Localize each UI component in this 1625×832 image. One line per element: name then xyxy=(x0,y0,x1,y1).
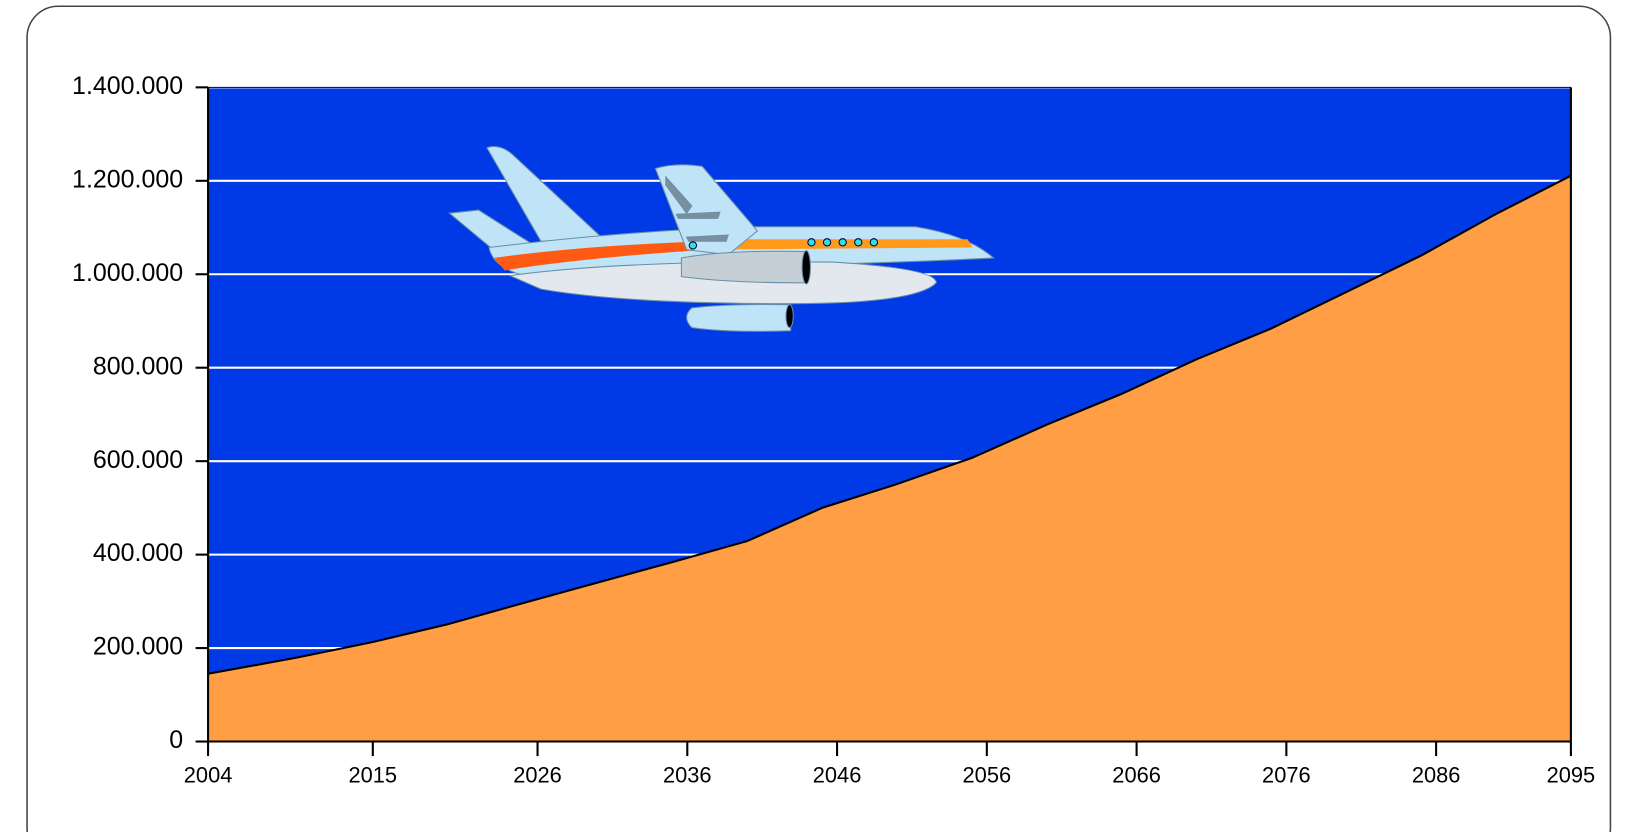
x-tick-label: 2095 xyxy=(1547,763,1596,788)
x-tick-label: 2026 xyxy=(513,763,562,788)
airplane xyxy=(448,145,995,332)
y-tick-label: 1.000.000 xyxy=(72,259,183,287)
area xyxy=(208,175,1571,742)
y-tick-label: 0 xyxy=(169,726,183,754)
x-tick-label: 2066 xyxy=(1112,763,1161,788)
x-tick-label: 2086 xyxy=(1412,763,1461,788)
x-tick-label: 2004 xyxy=(184,763,233,788)
y-tick-label: 1.200.000 xyxy=(72,165,183,193)
x-tick-label: 2046 xyxy=(813,763,862,788)
x-tick-label: 2036 xyxy=(663,763,712,788)
y-tick-label: 1.400.000 xyxy=(72,72,183,100)
plot: 0 200.000 400.000 600.000 800.000 1.000.000 1.… xyxy=(72,72,1595,788)
x-tick-label: 2056 xyxy=(963,763,1012,788)
x-tick-label: 2076 xyxy=(1262,763,1311,788)
area-line xyxy=(207,174,1572,675)
y-tick-label: 600.000 xyxy=(93,446,183,474)
y-tick-label: 200.000 xyxy=(93,633,183,661)
y-tick-label: 800.000 xyxy=(93,352,183,380)
y-tick-label: 400.000 xyxy=(93,539,183,567)
x-tick-label: 2015 xyxy=(349,763,398,788)
